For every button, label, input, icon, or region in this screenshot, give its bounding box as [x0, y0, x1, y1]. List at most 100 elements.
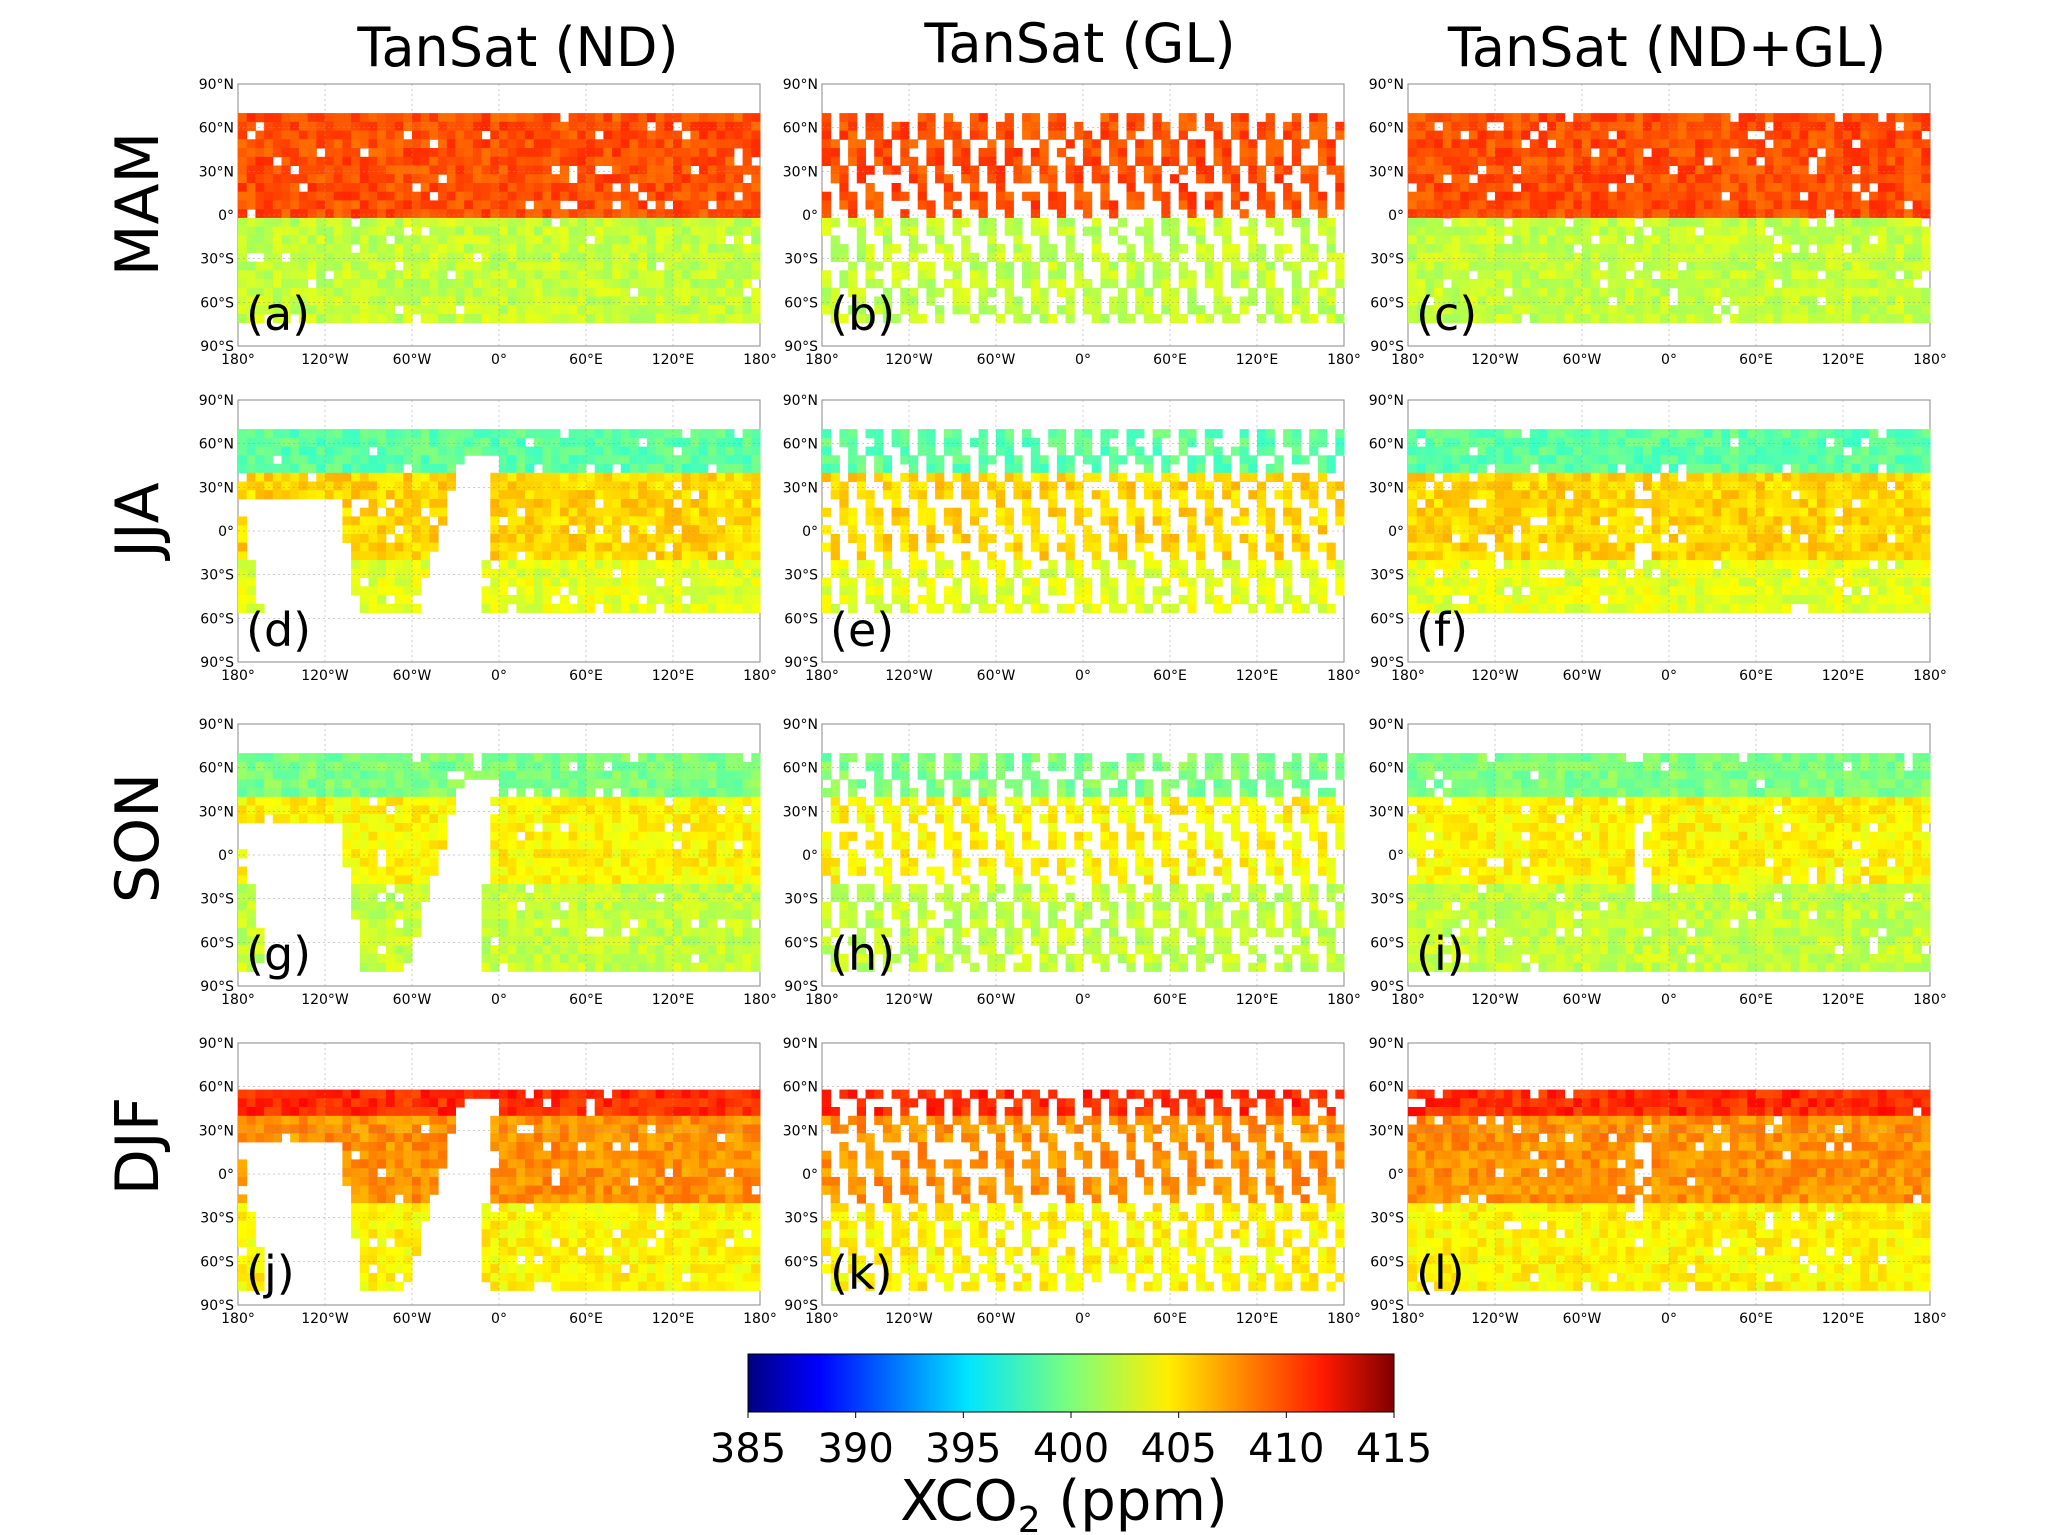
xco2-cell	[707, 542, 717, 552]
xco2-cell	[1895, 305, 1905, 315]
xco2-cell	[1030, 200, 1040, 210]
xco2-cell	[839, 252, 849, 262]
xco2-cell	[577, 279, 587, 289]
xco2-cell	[403, 235, 413, 245]
xco2-cell	[1486, 314, 1496, 324]
xco2-cell	[673, 507, 683, 517]
xco2-cell	[1660, 174, 1670, 184]
xco2-cell	[900, 455, 910, 465]
xco2-cell	[629, 217, 639, 228]
xco2-cell	[568, 577, 578, 587]
xco2-cell	[707, 455, 717, 465]
xco2-cell	[655, 437, 665, 447]
xco2-cell	[848, 217, 858, 228]
xco2-cell	[1056, 455, 1067, 465]
xco2-cell	[1100, 446, 1110, 456]
xco2-cell	[646, 568, 657, 578]
xco2-cell	[1625, 261, 1635, 271]
xco2-cell	[1309, 174, 1319, 184]
xco2-cell	[533, 437, 543, 447]
xco2-cell	[429, 174, 439, 184]
xco2-cell	[891, 499, 901, 509]
xco2-cell	[577, 446, 587, 456]
xco2-cell	[1895, 217, 1905, 228]
xco2-cell	[1442, 244, 1452, 254]
xco2-cell	[464, 252, 474, 262]
xco2-cell	[1695, 139, 1705, 149]
xco2-cell	[1013, 481, 1023, 491]
xco2-cell	[1274, 226, 1284, 236]
xco2-cell	[1486, 174, 1496, 184]
xco2-cell	[298, 165, 309, 175]
xco2-cell	[298, 235, 309, 245]
xco2-cell	[559, 525, 570, 535]
xco2-cell	[978, 217, 988, 228]
xco2-cell	[238, 244, 248, 254]
xco2-cell	[856, 305, 866, 315]
xco2-cell	[996, 279, 1006, 289]
xco2-cell	[690, 148, 700, 158]
xco2-cell	[255, 603, 265, 613]
xco2-cell	[246, 595, 256, 605]
xco2-cell	[403, 244, 413, 254]
xco2-cell	[1538, 174, 1548, 184]
xco2-cell	[1669, 270, 1679, 280]
xco2-cell	[699, 130, 709, 140]
xco2-cell	[716, 490, 726, 500]
xco2-cell	[1677, 314, 1687, 324]
xco2-cell	[996, 490, 1006, 500]
xco2-cell	[1309, 244, 1319, 254]
xco2-cell	[1083, 507, 1093, 517]
xco2-cell	[673, 130, 683, 140]
y-tick-label: 30°S	[1370, 252, 1404, 268]
xco2-cell	[1616, 191, 1626, 201]
xco2-cell	[1843, 113, 1853, 123]
xco2-cell	[1187, 209, 1197, 219]
xco2-cell	[996, 499, 1006, 509]
xco2-cell	[438, 481, 448, 491]
xco2-cell	[1451, 139, 1461, 149]
xco2-cell	[490, 226, 500, 236]
xco2-cell	[1616, 217, 1626, 228]
xco2-cell	[1416, 279, 1426, 289]
xco2-cell	[1004, 261, 1014, 271]
xco2-cell	[490, 296, 500, 306]
xco2-cell	[1860, 270, 1870, 280]
xco2-cell	[1764, 270, 1774, 280]
xco2-cell	[1143, 287, 1154, 297]
xco2-cell	[281, 261, 291, 271]
xco2-cell	[716, 226, 726, 236]
xco2-cell	[1495, 252, 1505, 262]
xco2-cell	[1721, 139, 1731, 149]
xco2-cell	[351, 183, 361, 193]
xco2-cell	[882, 287, 893, 297]
xco2-cell	[325, 209, 335, 219]
xco2-cell	[246, 464, 256, 474]
xco2-cell	[1686, 296, 1696, 306]
y-tick-label: 30°N	[199, 480, 234, 496]
xco2-cell	[351, 165, 361, 175]
xco2-cell	[1265, 507, 1275, 517]
xco2-cell	[1651, 174, 1661, 184]
xco2-cell	[1555, 235, 1566, 245]
xco2-cell	[394, 568, 404, 578]
xco2-cell	[1669, 209, 1679, 219]
xco2-cell	[1529, 200, 1539, 210]
xco2-cell	[1756, 209, 1766, 219]
xco2-cell	[733, 165, 744, 175]
xco2-cell	[1808, 279, 1818, 289]
xco2-cell	[507, 183, 517, 193]
xco2-cell	[1843, 121, 1853, 131]
xco2-cell	[681, 113, 691, 123]
xco2-cell	[1738, 287, 1748, 297]
xco2-cell	[1257, 191, 1267, 201]
xco2-cell	[1152, 113, 1162, 123]
xco2-cell	[655, 174, 665, 184]
xco2-cell	[264, 270, 274, 280]
xco2-cell	[394, 244, 404, 254]
xco2-cell	[1022, 252, 1032, 262]
xco2-cell	[1547, 244, 1557, 254]
xco2-cell	[690, 270, 700, 280]
xco2-cell	[403, 551, 413, 561]
xco2-cell	[1886, 296, 1896, 306]
